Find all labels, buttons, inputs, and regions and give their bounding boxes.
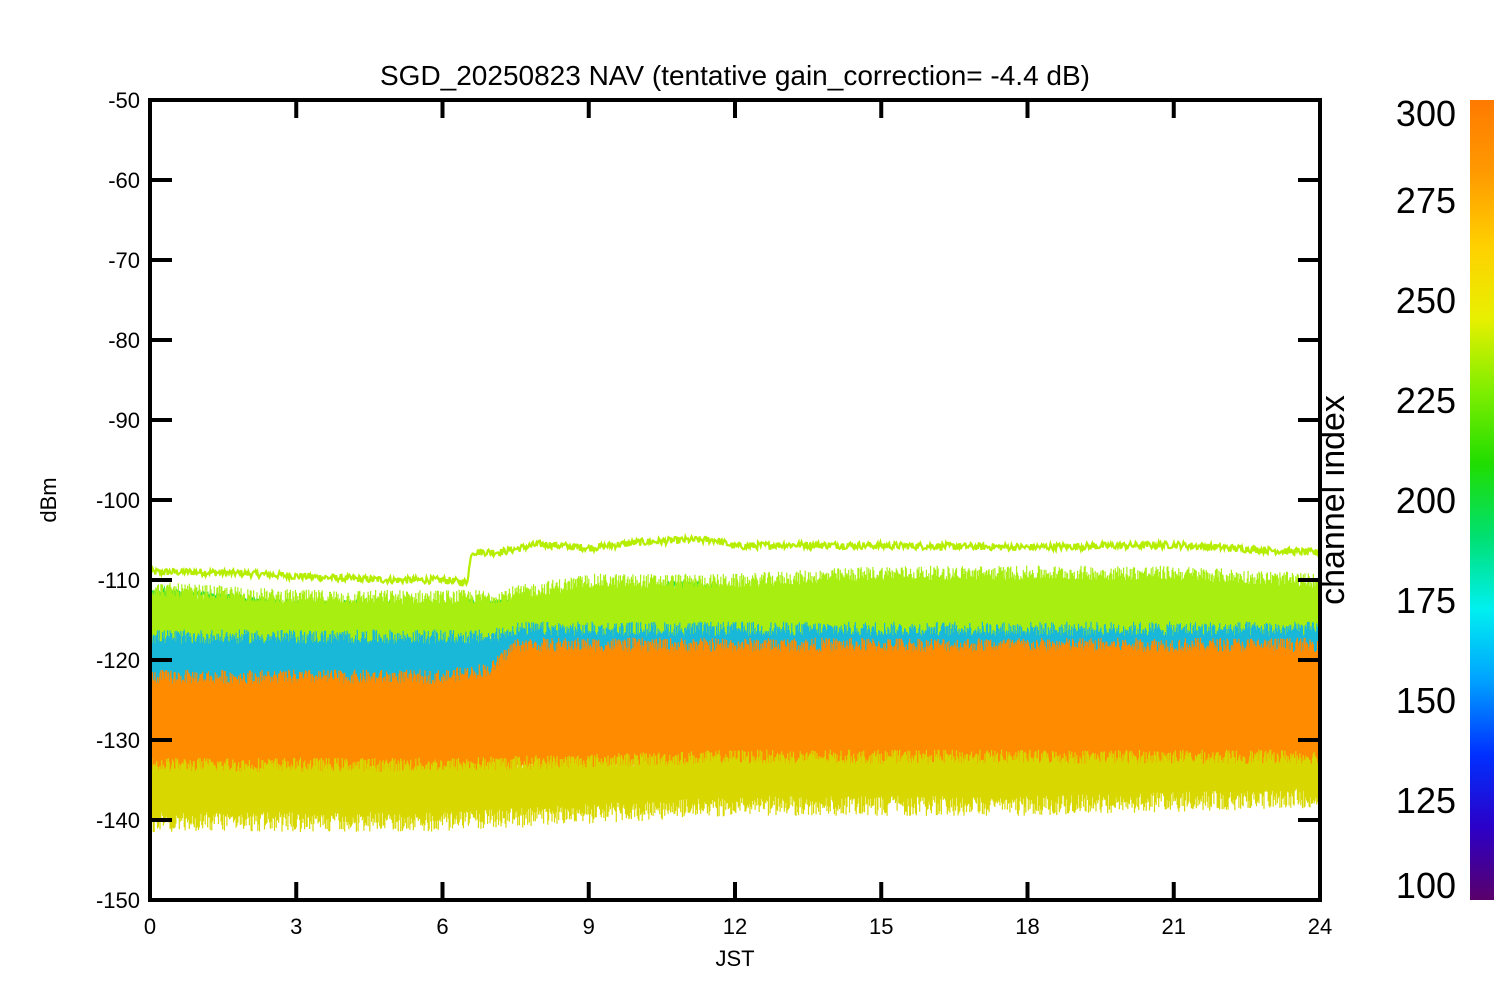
y-tick-label: -90 bbox=[108, 408, 140, 433]
colorbar-tick-label: 125 bbox=[1396, 780, 1456, 821]
x-tick-label: 12 bbox=[723, 914, 747, 939]
data-layer bbox=[150, 532, 1320, 832]
series-band-fill bbox=[150, 637, 1320, 800]
x-tick-label: 9 bbox=[583, 914, 595, 939]
chart-title: SGD_20250823 NAV (tentative gain_correct… bbox=[380, 60, 1090, 91]
colorbar-tick-label: 250 bbox=[1396, 280, 1456, 321]
x-tick-label: 18 bbox=[1015, 914, 1039, 939]
y-tick-label: -70 bbox=[108, 248, 140, 273]
colorbar-tick-label: 225 bbox=[1396, 380, 1456, 421]
colorbar-tick-label: 200 bbox=[1396, 480, 1456, 521]
y-tick-label: -110 bbox=[98, 568, 140, 593]
series-line-0 bbox=[150, 532, 1320, 588]
y-tick-label: -80 bbox=[108, 328, 140, 353]
y-tick-label: -50 bbox=[108, 88, 140, 113]
colorbar-label: channel index bbox=[1314, 395, 1352, 605]
y-tick-label: -60 bbox=[108, 168, 140, 193]
series-band-4 bbox=[150, 637, 1320, 800]
x-tick-label: 21 bbox=[1162, 914, 1186, 939]
y-tick-label: -100 bbox=[96, 488, 140, 513]
colorbar bbox=[1470, 100, 1494, 900]
series-band-fill bbox=[150, 565, 1320, 672]
colorbar-tick-label: 300 bbox=[1396, 93, 1456, 134]
series-band-fill bbox=[150, 749, 1320, 832]
series-band-2 bbox=[150, 565, 1320, 672]
colorbar-ticks: 100 125 150 175 200 225 250 275 300 bbox=[1396, 93, 1456, 906]
y-tick-label: -140 bbox=[96, 808, 140, 833]
colorbar-tick-label: 275 bbox=[1396, 180, 1456, 221]
x-tick-label: 0 bbox=[144, 914, 156, 939]
y-axis-label: dBm bbox=[36, 477, 61, 522]
colorbar-tick-label: 100 bbox=[1396, 865, 1456, 906]
x-axis-label: JST bbox=[715, 946, 754, 971]
y-tick-label: -120 bbox=[96, 648, 140, 673]
colorbar-tick-label: 175 bbox=[1396, 580, 1456, 621]
y-tick-label: -130 bbox=[96, 728, 140, 753]
x-tick-label: 6 bbox=[436, 914, 448, 939]
x-tick-label: 15 bbox=[869, 914, 893, 939]
x-tick-label: 24 bbox=[1308, 914, 1332, 939]
series-line-path bbox=[150, 532, 1320, 588]
y-tick-label: -150 bbox=[96, 888, 140, 913]
colorbar-tick-label: 150 bbox=[1396, 680, 1456, 721]
x-tick-label: 3 bbox=[290, 914, 302, 939]
series-band-5 bbox=[150, 749, 1320, 832]
x-axis: 0 3 6 9 12 15 18 21 24 bbox=[144, 100, 1332, 939]
y-axis: -50 -60 -70 -80 -90 -100 -110 -120 -130 -140 -150 bbox=[96, 88, 1320, 913]
